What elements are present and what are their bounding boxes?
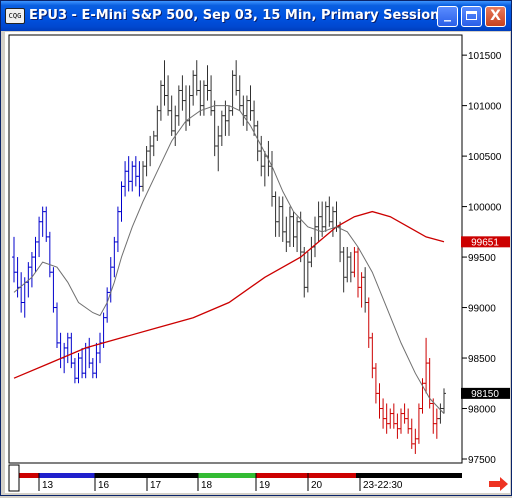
y-tick-label: 98000 [468,405,496,416]
y-tick-label: 98500 [468,354,496,365]
app-icon[interactable]: CQG [5,8,25,24]
y-tick-label: 101000 [468,102,502,113]
minimize-button[interactable]: _ [437,6,458,27]
y-tick-label: 100500 [468,152,502,163]
ma-value-box-bg [461,236,510,248]
last-price-label: 98150 [471,389,499,400]
window-title: EPU3 - E-Mini S&P 500, Sep 03, 15 Min, P… [29,8,440,23]
price-bar[interactable] [442,388,446,414]
title-bar[interactable]: CQG EPU3 - E-Mini S&P 500, Sep 03, 15 Mi… [1,1,511,31]
y-tick-label: 101500 [468,51,502,62]
y-tick-label: 100000 [468,203,502,214]
price-bars[interactable] [12,60,446,454]
maximize-icon [466,11,477,20]
close-button[interactable]: X [485,6,506,27]
plot-frame [8,34,463,464]
y-tick-label: 99000 [468,304,496,315]
x-tick-label: 19 [259,480,271,491]
maximize-button[interactable] [461,6,482,27]
x-tick-label: 20 [311,480,323,491]
x-axis: 13 16 17 18 19 20 23-22:30 [8,464,462,492]
y-tick-label: 99500 [468,253,496,264]
ma-value-box: 99651 [461,236,510,248]
session-strip-segment [19,473,39,478]
price-chart[interactable]: 101500 101000 100500 100000 99500 99000 98500 9… [5,32,510,493]
scroll-right-icon[interactable] [489,477,508,491]
x-tick-label: 13 [42,480,54,491]
session-strip-segment [39,473,95,478]
last-price-box-bg [461,387,510,399]
last-price-box: 98150 [461,387,510,400]
moving-average-long-line [13,210,445,379]
x-tick-label: 17 [150,480,162,491]
session-strip-segment [256,473,356,478]
x-tick-label: 16 [98,480,110,491]
y-axis: 101500 101000 100500 100000 99500 99000 98500 9… [462,51,502,466]
session-strip-segment [198,473,256,478]
chart-area[interactable]: 101500 101000 100500 100000 99500 99000 98500 9… [5,32,510,493]
y-tick-label: 97500 [468,455,496,466]
scroll-thumb[interactable] [8,464,20,492]
ma-value-label: 99651 [471,237,499,248]
x-tick-label: 23-22:30 [363,480,403,491]
moving-average-short-line [13,105,445,414]
x-tick-label: 18 [201,480,213,491]
